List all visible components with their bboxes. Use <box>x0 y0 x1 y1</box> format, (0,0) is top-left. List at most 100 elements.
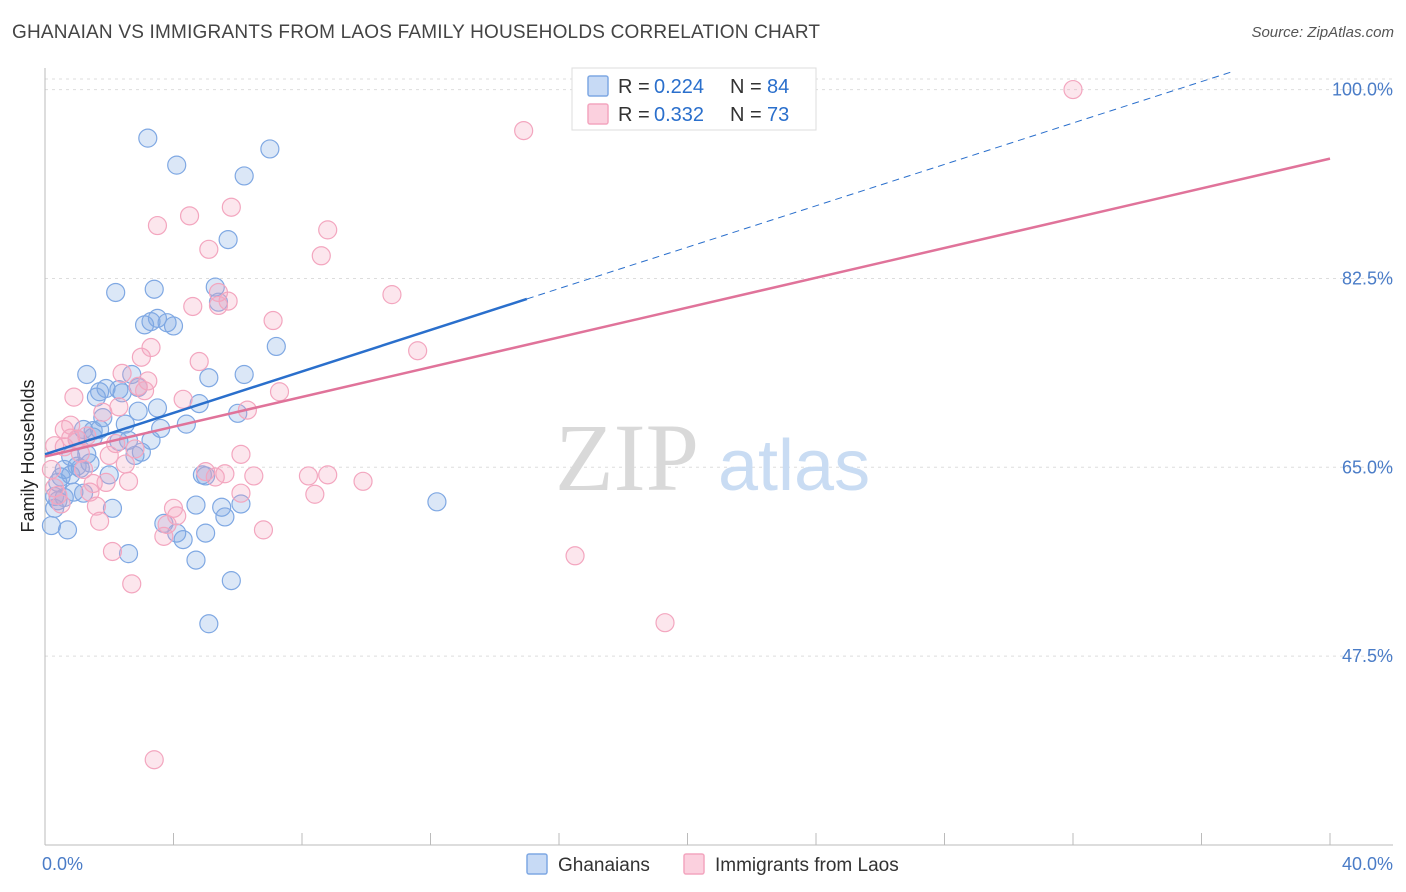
laos-point-62 <box>318 465 338 485</box>
laos-point-33 <box>141 337 161 358</box>
laos-point-42 <box>183 296 203 317</box>
ghanaians-point-47 <box>147 398 168 418</box>
legend-r-value-0: 0.224 <box>654 76 704 98</box>
trend-lines <box>44 70 1331 458</box>
laos-point-63 <box>318 220 338 240</box>
ghanaians-point-0 <box>41 515 62 536</box>
laos-point-65 <box>382 285 402 305</box>
legend-n-label-0: N = <box>730 76 762 98</box>
laos-point-41 <box>179 206 200 226</box>
laos-point-53 <box>231 483 251 503</box>
laos-point-4 <box>51 494 71 514</box>
laos-point-18 <box>93 402 113 422</box>
laos-point-16 <box>86 496 107 516</box>
ghanaians-point-57 <box>186 550 206 570</box>
laos-point-57 <box>263 310 283 331</box>
legend-swatch-ghanaians <box>587 75 609 97</box>
watermark-zip: ZIP <box>555 404 699 511</box>
y-tick-label-0: 47.5% <box>1342 646 1393 666</box>
x-tick-label-start: 0.0% <box>42 854 83 874</box>
laos-point-36 <box>154 526 174 546</box>
laos-point-60 <box>305 484 325 504</box>
ghanaians-point-56 <box>186 495 206 515</box>
legend-swatch-laos <box>587 103 609 125</box>
laos-point-17 <box>90 511 110 531</box>
laos-point-43 <box>189 351 209 372</box>
ghanaians-trend-line <box>44 297 528 456</box>
laos-point-24 <box>112 363 132 384</box>
laos-point-69 <box>655 613 675 633</box>
ghanaians-point-67 <box>215 507 235 527</box>
legend-n-label-1: N = <box>730 104 762 126</box>
ghanaians-point-73 <box>234 364 254 385</box>
laos-point-58 <box>269 382 290 402</box>
laos-point-67 <box>514 120 534 141</box>
laos-point-0 <box>41 459 62 480</box>
laos-point-26 <box>118 471 139 491</box>
ghanaians-point-51 <box>163 316 184 336</box>
chart-source: Source: ZipAtlas.com <box>1251 24 1394 41</box>
ghanaians-point-53 <box>167 155 187 175</box>
laos-point-55 <box>244 466 264 486</box>
laos-point-23 <box>109 397 129 417</box>
ghanaians-point-71 <box>231 494 251 514</box>
laos-point-49 <box>215 464 235 484</box>
ghanaians-point-68 <box>218 229 238 250</box>
bottom-legend: Ghanaians Immigrants from Laos <box>526 853 899 876</box>
ghanaians-point-42 <box>138 128 158 148</box>
laos-point-68 <box>565 546 585 566</box>
laos-point-64 <box>353 471 373 491</box>
laos-point-51 <box>221 197 241 217</box>
laos-point-52 <box>231 444 251 464</box>
ghanaians-points <box>41 128 447 634</box>
legend-box: R = 0.224 N = 84 R = 0.332 N = 73 <box>571 67 817 131</box>
ghanaians-point-29 <box>106 282 126 303</box>
laos-point-56 <box>253 520 274 540</box>
ghanaians-point-8 <box>57 520 78 540</box>
laos-point-35 <box>147 215 168 236</box>
laos-points <box>41 79 1083 770</box>
ghanaians-point-38 <box>128 401 148 421</box>
ghanaians-point-11 <box>64 482 84 502</box>
y-tick-label-3: 100.0% <box>1332 80 1393 100</box>
laos-point-27 <box>122 574 142 594</box>
bottom-legend-label-laos: Immigrants from Laos <box>715 855 899 876</box>
y-tick-label-2: 82.5% <box>1342 268 1393 288</box>
laos-point-20 <box>99 445 119 466</box>
bottom-legend-label-ghanaians: Ghanaians <box>558 855 650 876</box>
legend-r-label-0: R = <box>618 76 650 98</box>
laos-point-32 <box>138 371 158 391</box>
laos-point-9 <box>64 387 84 407</box>
laos-point-44 <box>196 462 216 482</box>
ghanaians-point-46 <box>147 308 168 328</box>
ghanaians-point-63 <box>199 368 219 388</box>
laos-point-40 <box>173 389 193 409</box>
laos-point-70 <box>1063 79 1083 100</box>
legend-r-label-1: R = <box>618 104 650 126</box>
ghanaians-point-64 <box>205 277 225 297</box>
bottom-legend-swatch-ghanaians <box>526 853 548 875</box>
ghanaians-point-15 <box>73 483 94 503</box>
laos-point-61 <box>311 246 331 266</box>
legend-n-value-0: 84 <box>767 76 789 98</box>
laos-point-30 <box>131 347 151 367</box>
ghanaians-point-18 <box>77 364 97 385</box>
laos-point-59 <box>298 466 319 486</box>
laos-trend-line <box>44 157 1331 458</box>
ghanaians-point-61 <box>196 523 216 543</box>
ghanaians-point-31 <box>109 379 129 400</box>
laos-point-45 <box>199 239 219 259</box>
bottom-legend-swatch-laos <box>683 853 705 875</box>
legend-r-value-1: 0.332 <box>654 104 704 126</box>
ghanaians-point-76 <box>427 492 447 512</box>
ghanaians-point-28 <box>102 498 123 518</box>
y-axis-label: Family Households <box>18 379 38 532</box>
laos-point-19 <box>96 472 116 492</box>
laos-point-50 <box>218 291 238 311</box>
y-tick-label-1: 65.0% <box>1342 457 1393 477</box>
ghanaians-point-62 <box>199 614 219 634</box>
ghanaians-point-25 <box>93 408 113 428</box>
ghanaians-point-75 <box>266 336 286 357</box>
laos-point-22 <box>106 433 126 454</box>
